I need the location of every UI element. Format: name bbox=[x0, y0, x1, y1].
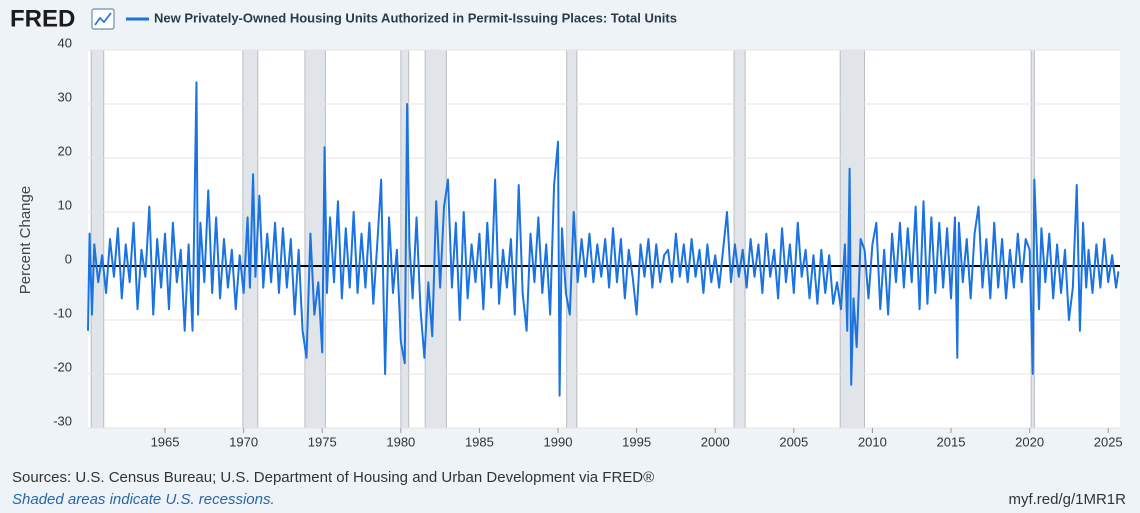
logo: FRED bbox=[10, 5, 75, 32]
x-tick-label: 2025 bbox=[1094, 434, 1123, 449]
x-tick-label: 1975 bbox=[308, 434, 337, 449]
y-tick-label: 20 bbox=[58, 143, 72, 158]
x-tick-label: 1990 bbox=[544, 434, 573, 449]
x-tick-label: 1995 bbox=[622, 434, 651, 449]
series-line bbox=[87, 81, 1120, 397]
y-tick-label: 40 bbox=[58, 35, 72, 50]
recession-band bbox=[90, 49, 105, 429]
y-tick-label: -30 bbox=[53, 413, 72, 428]
x-tick-label: 1985 bbox=[465, 434, 494, 449]
sources: Sources: U.S. Census Bureau; U.S. Depart… bbox=[12, 469, 654, 486]
legend-label[interactable]: New Privately-Owned Housing Units Author… bbox=[154, 10, 677, 25]
logo-icon bbox=[91, 8, 115, 30]
x-tick-label: 1980 bbox=[386, 434, 415, 449]
y-axis-label: Percent Change bbox=[17, 186, 34, 294]
x-tick-label: 2005 bbox=[779, 434, 808, 449]
y-tick-label: -20 bbox=[53, 359, 72, 374]
x-tick-label: 2010 bbox=[858, 434, 887, 449]
x-tick-label: 2020 bbox=[1015, 434, 1044, 449]
y-tick-label: 0 bbox=[65, 251, 72, 266]
y-tick-label: 30 bbox=[58, 89, 72, 104]
x-tick-label: 1965 bbox=[151, 434, 180, 449]
recession-note: Shaded areas indicate U.S. recessions. bbox=[12, 491, 275, 508]
y-tick-label: -10 bbox=[53, 305, 72, 320]
recession-band bbox=[733, 49, 746, 429]
x-tick-label: 2015 bbox=[937, 434, 966, 449]
x-tick-label: 1970 bbox=[229, 434, 258, 449]
x-tick-label: 2000 bbox=[701, 434, 730, 449]
y-tick-label: 10 bbox=[58, 197, 72, 212]
short-link[interactable]: myf.red/g/1MR1R bbox=[1008, 491, 1126, 508]
recession-band bbox=[304, 49, 326, 429]
